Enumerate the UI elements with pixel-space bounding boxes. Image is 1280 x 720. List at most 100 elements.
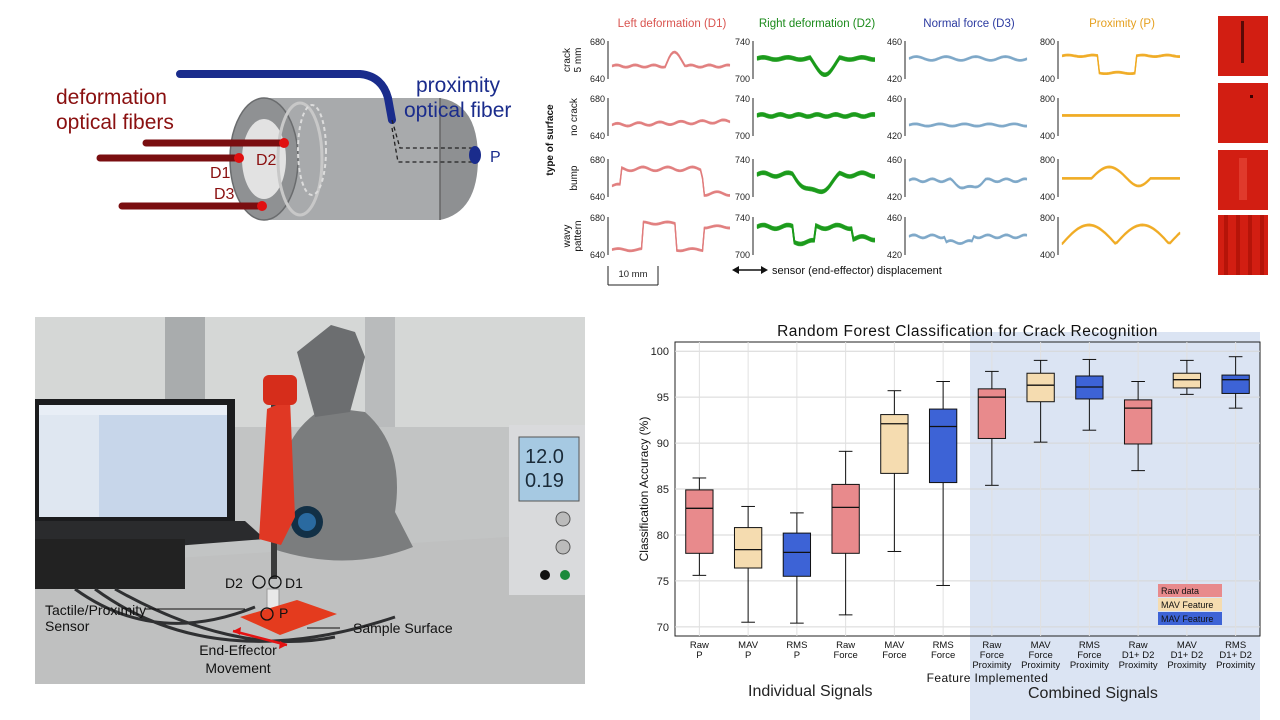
wave-mark-2 xyxy=(1248,215,1252,275)
crack-mark xyxy=(1241,21,1244,63)
label-p: P xyxy=(490,149,501,166)
tick-top-0-0: 680 xyxy=(590,37,605,47)
tick-bottom-1-1: 700 xyxy=(735,131,750,141)
ytick-75: 75 xyxy=(657,576,669,588)
tick-bottom-0-0: 640 xyxy=(590,74,605,84)
row-label-3: wavypattern xyxy=(562,220,584,251)
legend-swatch-1 xyxy=(1158,598,1222,611)
box-11 xyxy=(1221,374,1250,394)
xtick-11: RMS D1+ D2 Proximity xyxy=(1216,640,1255,671)
ytick-80: 80 xyxy=(657,530,669,542)
trace-3-0-1 xyxy=(611,221,730,252)
tick-top-3-2: 460 xyxy=(887,213,902,223)
tick-top-0-2: 460 xyxy=(887,37,902,47)
bump-mark xyxy=(1239,158,1247,200)
tick-bottom-2-3: 400 xyxy=(1040,192,1055,202)
trace-0-3-1 xyxy=(1061,54,1181,75)
psu-voltage: 12.0 xyxy=(525,446,564,468)
trace-2-0-2 xyxy=(611,165,731,196)
photo-sensor-label: Tactile/Proximity Sensor xyxy=(45,602,146,634)
ytick-70: 70 xyxy=(657,622,669,634)
psu-current: 0.19 xyxy=(525,470,564,492)
tick-bottom-2-2: 420 xyxy=(887,192,902,202)
tick-top-1-3: 800 xyxy=(1040,94,1055,104)
trace-0-2-1 xyxy=(908,55,1028,62)
tick-top-0-1: 740 xyxy=(735,37,750,47)
xtick-3: Raw Force xyxy=(833,640,857,661)
proximity-fiber xyxy=(176,70,396,124)
row-label-2: bump xyxy=(569,165,580,190)
tick-top-1-2: 460 xyxy=(887,94,902,104)
tick-bottom-3-2: 420 xyxy=(887,250,902,260)
box-3 xyxy=(831,483,860,554)
scalebar-label: 10 mm xyxy=(618,269,647,280)
experiment-photo: 12.0 0.19 D2 D1 P Tactile/Proximity Senso… xyxy=(35,317,585,684)
trace-2-0-1 xyxy=(611,166,731,197)
photo-label-d2: D2 xyxy=(225,575,243,591)
box-0 xyxy=(685,489,714,554)
tick-top-2-3: 800 xyxy=(1040,155,1055,165)
xtick-5: RMS Force xyxy=(931,640,955,661)
sensor-diagram: deformation optical fibers proximity optic… xyxy=(56,70,511,221)
trace-3-3-2 xyxy=(1061,223,1181,244)
box-1 xyxy=(733,527,763,569)
trace-1-0-0 xyxy=(611,120,731,128)
tick-top-3-1: 740 xyxy=(735,213,750,223)
row-label-1: no crack xyxy=(569,97,580,136)
photo-surface-label: Sample Surface xyxy=(353,620,453,636)
tick-bottom-3-3: 400 xyxy=(1040,250,1055,260)
trace-3-0-0 xyxy=(611,221,731,253)
trace-0-1-4 xyxy=(756,54,876,74)
legend-label-0: Raw data xyxy=(1161,586,1199,596)
column-title-0: Left deformation (D1) xyxy=(618,18,727,30)
trace-3-0-2 xyxy=(611,220,730,251)
trace-0-3-2 xyxy=(1061,53,1180,74)
trace-2-0-0 xyxy=(611,167,731,197)
chart-ylabel: Classification Accuracy (%) xyxy=(637,417,651,562)
label-d2: D2 xyxy=(256,152,277,169)
xtick-9: Raw D1+ D2 Proximity xyxy=(1119,640,1158,671)
trace-2-3-1 xyxy=(1062,166,1180,187)
tick-top-2-0: 680 xyxy=(590,155,605,165)
surface-thumbnail-1 xyxy=(1218,83,1268,143)
row-label-0: crack5 mm xyxy=(562,47,584,72)
tick-bottom-1-0: 640 xyxy=(590,131,605,141)
xtick-4: MAV Force xyxy=(882,640,906,661)
label-d3: D3 xyxy=(214,186,235,203)
xtick-6: Raw Force Proximity xyxy=(972,640,1011,671)
trace-0-0-2 xyxy=(611,50,731,68)
box-10 xyxy=(1172,372,1202,389)
tick-top-1-1: 740 xyxy=(735,94,750,104)
trace-3-1-4 xyxy=(756,222,876,244)
chart-title: Random Forest Classification for Crack R… xyxy=(777,323,1158,340)
xtick-10: MAV D1+ D2 Proximity xyxy=(1167,640,1206,671)
tick-bottom-1-2: 420 xyxy=(887,131,902,141)
tick-top-2-2: 460 xyxy=(887,155,902,165)
trace-1-2-0 xyxy=(908,123,1028,128)
xtick-8: RMS Force Proximity xyxy=(1070,640,1109,671)
trace-1-0-1 xyxy=(611,119,731,127)
trace-0-2-0 xyxy=(908,56,1028,62)
caption-combined: Combined Signals xyxy=(1028,685,1158,702)
label-d1: D1 xyxy=(210,165,231,182)
legend-swatch-2 xyxy=(1158,612,1222,625)
proximity-point-p xyxy=(469,146,481,164)
legend-label-1: MAV Feature xyxy=(1161,600,1213,610)
trace-3-2-2 xyxy=(908,233,1028,244)
ytick-95: 95 xyxy=(657,392,669,404)
photo-label-p: P xyxy=(279,605,288,621)
tick-bottom-0-1: 700 xyxy=(735,74,750,84)
fiber-amplifiers xyxy=(35,539,185,589)
tick-top-0-3: 800 xyxy=(1040,37,1055,47)
column-title-3: Proximity (P) xyxy=(1089,18,1155,30)
tick-bottom-1-3: 400 xyxy=(1040,131,1055,141)
ytick-85: 85 xyxy=(657,484,669,496)
photo-label-d1: D1 xyxy=(285,575,303,591)
tick-top-3-0: 680 xyxy=(590,213,605,223)
trace-3-3-1 xyxy=(1061,224,1181,245)
wave-mark-1 xyxy=(1236,215,1240,275)
deformation-label: deformation optical fibers xyxy=(56,86,174,134)
chart-xlabel: Feature Implemented xyxy=(927,671,1049,685)
trace-2-2-2 xyxy=(908,177,1028,188)
tick-bottom-2-1: 700 xyxy=(735,192,750,202)
